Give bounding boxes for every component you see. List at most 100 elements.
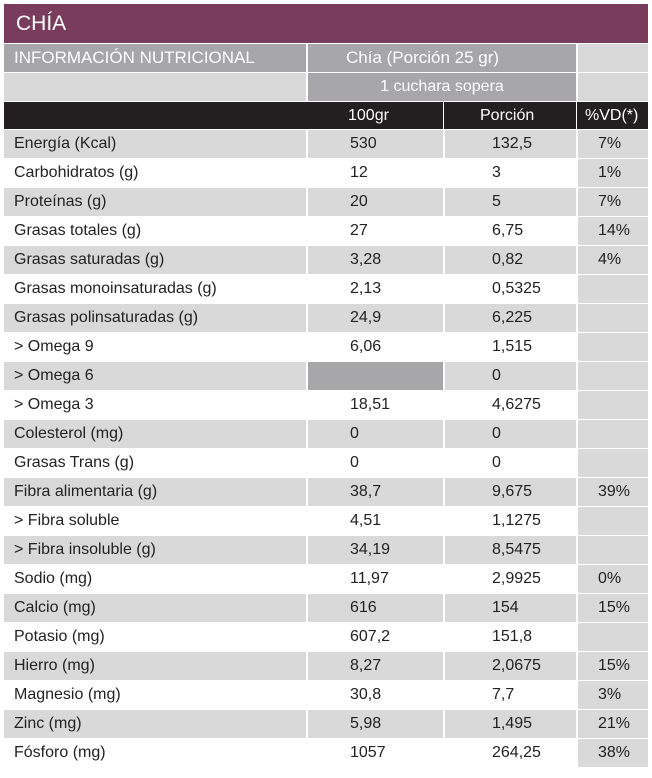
header-spacer xyxy=(576,44,648,72)
nutrient-name: Proteínas (g) xyxy=(4,188,306,216)
nutrient-name: > Omega 6 xyxy=(4,362,306,390)
table-row: Energía (Kcal) 530 132,5 7% xyxy=(4,129,648,158)
table-row: > Omega 3 18,51 4,6275 xyxy=(4,390,648,419)
value-portion: 2,9925 xyxy=(443,565,576,593)
nutrient-name: Potasio (mg) xyxy=(4,623,306,651)
header-spacer xyxy=(576,73,648,101)
value-portion: 154 xyxy=(443,594,576,622)
value-vd: 0% xyxy=(576,565,648,593)
table-row: Magnesio (mg) 30,8 7,7 3% xyxy=(4,680,648,709)
value-vd xyxy=(576,333,648,361)
table-row: > Fibra insoluble (g) 34,19 8,5475 xyxy=(4,535,648,564)
value-100g: 0 xyxy=(306,449,443,477)
value-portion: 1,1275 xyxy=(443,507,576,535)
value-vd: 15% xyxy=(576,652,648,680)
value-vd xyxy=(576,391,648,419)
table-row: Fósforo (mg) 1057 264,25 38% xyxy=(4,738,648,767)
value-portion: 6,75 xyxy=(443,217,576,245)
nutrient-name: Grasas monoinsaturadas (g) xyxy=(4,275,306,303)
nutrient-name: Energía (Kcal) xyxy=(4,130,306,158)
header-row-serving: 1 cuchara sopera xyxy=(4,72,648,101)
column-header-row: 100gr Porción %VD(*) xyxy=(4,101,648,129)
table-row: Hierro (mg) 8,27 2,0675 15% xyxy=(4,651,648,680)
value-portion: 5 xyxy=(443,188,576,216)
value-portion: 0,5325 xyxy=(443,275,576,303)
value-portion: 9,675 xyxy=(443,478,576,506)
value-vd: 7% xyxy=(576,130,648,158)
column-header-vd: %VD(*) xyxy=(576,102,648,129)
value-100g: 5,98 xyxy=(306,710,443,738)
value-100g: 20 xyxy=(306,188,443,216)
value-100g: 30,8 xyxy=(306,681,443,709)
nutrient-name: Sodio (mg) xyxy=(4,565,306,593)
nutrient-name: Magnesio (mg) xyxy=(4,681,306,709)
value-vd xyxy=(576,420,648,448)
table-row: > Fibra soluble 4,51 1,1275 xyxy=(4,506,648,535)
section-label: INFORMACIÓN NUTRICIONAL xyxy=(4,44,306,72)
value-vd: 15% xyxy=(576,594,648,622)
nutrient-name: Colesterol (mg) xyxy=(4,420,306,448)
table-row: Grasas polinsaturadas (g) 24,9 6,225 xyxy=(4,303,648,332)
nutrient-name: > Fibra soluble xyxy=(4,507,306,535)
value-portion: 1,495 xyxy=(443,710,576,738)
nutrient-name: Grasas totales (g) xyxy=(4,217,306,245)
value-portion: 0,82 xyxy=(443,246,576,274)
value-100g: 4,51 xyxy=(306,507,443,535)
value-vd xyxy=(576,623,648,651)
value-vd: 1% xyxy=(576,159,648,187)
value-portion: 0 xyxy=(443,420,576,448)
value-100g: 6,06 xyxy=(306,333,443,361)
value-100g: 12 xyxy=(306,159,443,187)
value-100g: 11,97 xyxy=(306,565,443,593)
nutrient-name: Hierro (mg) xyxy=(4,652,306,680)
table-row: Calcio (mg) 616 154 15% xyxy=(4,593,648,622)
value-vd xyxy=(576,507,648,535)
nutrient-name: Zinc (mg) xyxy=(4,710,306,738)
table-row: > Omega 6 0 xyxy=(4,361,648,390)
nutrient-name: Grasas saturadas (g) xyxy=(4,246,306,274)
table-body: Energía (Kcal) 530 132,5 7% Carbohidratos (g… xyxy=(4,129,648,767)
table-row: Sodio (mg) 11,97 2,9925 0% xyxy=(4,564,648,593)
value-portion: 7,7 xyxy=(443,681,576,709)
product-label: Chía (Porción 25 gr) xyxy=(306,44,576,72)
value-portion: 0 xyxy=(443,362,576,390)
nutrient-name: Fibra alimentaria (g) xyxy=(4,478,306,506)
nutrient-name: > Omega 3 xyxy=(4,391,306,419)
value-100g: 27 xyxy=(306,217,443,245)
table-row: Grasas totales (g) 27 6,75 14% xyxy=(4,216,648,245)
value-vd: 38% xyxy=(576,739,648,767)
value-vd: 39% xyxy=(576,478,648,506)
nutrient-name: Carbohidratos (g) xyxy=(4,159,306,187)
table-row: Colesterol (mg) 0 0 xyxy=(4,419,648,448)
value-100g: 0 xyxy=(306,420,443,448)
value-100g: 18,51 xyxy=(306,391,443,419)
table-row: Grasas saturadas (g) 3,28 0,82 4% xyxy=(4,245,648,274)
table-row: Potasio (mg) 607,2 151,8 xyxy=(4,622,648,651)
value-vd: 4% xyxy=(576,246,648,274)
serving-label: 1 cuchara sopera xyxy=(306,73,576,101)
nutrient-name: Fósforo (mg) xyxy=(4,739,306,767)
table-row: Grasas Trans (g) 0 0 xyxy=(4,448,648,477)
value-vd: 7% xyxy=(576,188,648,216)
table-row: Proteínas (g) 20 5 7% xyxy=(4,187,648,216)
column-header-100g: 100gr xyxy=(306,102,443,129)
nutrient-name: > Fibra insoluble (g) xyxy=(4,536,306,564)
value-100g: 2,13 xyxy=(306,275,443,303)
value-portion: 6,225 xyxy=(443,304,576,332)
value-portion: 3 xyxy=(443,159,576,187)
column-header-portion: Porción xyxy=(443,102,576,129)
value-100g: 24,9 xyxy=(306,304,443,332)
value-portion: 2,0675 xyxy=(443,652,576,680)
value-portion: 151,8 xyxy=(443,623,576,651)
value-vd xyxy=(576,536,648,564)
value-portion: 132,5 xyxy=(443,130,576,158)
value-100g: 8,27 xyxy=(306,652,443,680)
value-vd xyxy=(576,304,648,332)
table-row: Carbohidratos (g) 12 3 1% xyxy=(4,158,648,187)
value-vd: 21% xyxy=(576,710,648,738)
nutrition-table: CHÍA INFORMACIÓN NUTRICIONAL Chía (Porci… xyxy=(4,4,648,767)
value-100g: 616 xyxy=(306,594,443,622)
value-100g: 1057 xyxy=(306,739,443,767)
value-100g xyxy=(306,362,443,390)
nutrient-name: Calcio (mg) xyxy=(4,594,306,622)
